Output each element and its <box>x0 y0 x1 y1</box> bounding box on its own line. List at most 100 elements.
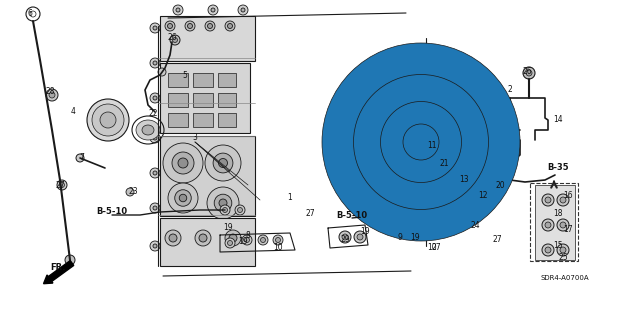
Ellipse shape <box>275 238 280 242</box>
Ellipse shape <box>100 112 116 128</box>
Ellipse shape <box>211 8 215 12</box>
Bar <box>160 16 255 61</box>
Ellipse shape <box>150 58 160 68</box>
Ellipse shape <box>205 145 241 181</box>
Ellipse shape <box>435 153 445 163</box>
Ellipse shape <box>178 158 188 168</box>
Ellipse shape <box>168 24 173 28</box>
Ellipse shape <box>142 125 154 135</box>
Ellipse shape <box>351 68 491 216</box>
Ellipse shape <box>557 219 569 231</box>
Ellipse shape <box>92 104 124 136</box>
Text: FR.: FR. <box>51 263 66 272</box>
Ellipse shape <box>158 68 166 76</box>
Ellipse shape <box>354 231 366 243</box>
Ellipse shape <box>542 194 554 206</box>
Ellipse shape <box>173 38 177 42</box>
Text: 25: 25 <box>558 254 568 263</box>
Text: 23: 23 <box>128 188 138 197</box>
Bar <box>168 113 188 127</box>
Text: 11: 11 <box>428 140 436 150</box>
Ellipse shape <box>258 235 268 245</box>
Ellipse shape <box>560 197 566 203</box>
Ellipse shape <box>185 21 195 31</box>
Ellipse shape <box>410 212 420 222</box>
Ellipse shape <box>225 21 235 31</box>
Ellipse shape <box>523 67 535 79</box>
Bar <box>160 218 255 266</box>
Text: 17: 17 <box>563 226 573 234</box>
Ellipse shape <box>219 199 227 207</box>
Bar <box>160 63 250 133</box>
Ellipse shape <box>153 244 157 248</box>
Text: B-5-10: B-5-10 <box>97 207 127 217</box>
Ellipse shape <box>153 96 157 100</box>
Ellipse shape <box>225 238 235 248</box>
Ellipse shape <box>220 205 230 215</box>
Ellipse shape <box>545 222 551 228</box>
Text: 27: 27 <box>55 181 65 189</box>
Bar <box>193 113 213 127</box>
Ellipse shape <box>207 24 212 28</box>
Ellipse shape <box>176 8 180 12</box>
Text: 16: 16 <box>563 190 573 199</box>
Ellipse shape <box>450 170 460 180</box>
Ellipse shape <box>150 93 160 103</box>
Text: 13: 13 <box>459 174 469 183</box>
Ellipse shape <box>545 197 551 203</box>
Bar <box>160 136 255 216</box>
Bar <box>535 185 575 260</box>
Bar <box>193 73 213 87</box>
Ellipse shape <box>381 101 461 182</box>
Bar <box>218 113 236 127</box>
Ellipse shape <box>172 152 194 174</box>
Ellipse shape <box>238 5 248 15</box>
Ellipse shape <box>260 238 266 242</box>
Ellipse shape <box>557 194 569 206</box>
Ellipse shape <box>173 5 183 15</box>
Text: 5: 5 <box>182 70 188 79</box>
Text: 26: 26 <box>522 68 532 77</box>
Text: B-5-10: B-5-10 <box>337 211 367 219</box>
Ellipse shape <box>435 195 445 205</box>
Ellipse shape <box>452 192 458 197</box>
Ellipse shape <box>218 159 227 167</box>
Ellipse shape <box>126 188 134 196</box>
Ellipse shape <box>438 155 442 160</box>
Text: 22: 22 <box>148 108 157 117</box>
Ellipse shape <box>150 23 160 33</box>
Ellipse shape <box>223 207 227 212</box>
Ellipse shape <box>467 197 472 203</box>
Text: 21: 21 <box>439 159 449 167</box>
Text: 19: 19 <box>238 238 248 247</box>
Text: SDR4-A0700A: SDR4-A0700A <box>541 275 589 281</box>
Text: 7: 7 <box>79 153 84 162</box>
Ellipse shape <box>465 153 475 163</box>
Ellipse shape <box>46 89 58 101</box>
Ellipse shape <box>208 5 218 15</box>
Ellipse shape <box>542 219 554 231</box>
Ellipse shape <box>339 231 351 243</box>
Ellipse shape <box>560 247 566 253</box>
Ellipse shape <box>214 194 232 212</box>
Ellipse shape <box>57 180 67 190</box>
Ellipse shape <box>153 61 157 65</box>
Text: 19: 19 <box>360 227 370 236</box>
Ellipse shape <box>273 235 283 245</box>
Ellipse shape <box>465 195 475 205</box>
Ellipse shape <box>165 21 175 31</box>
Ellipse shape <box>165 230 181 246</box>
Ellipse shape <box>205 21 215 31</box>
Text: 24: 24 <box>470 221 480 231</box>
Text: 8: 8 <box>246 232 250 241</box>
Text: 2: 2 <box>508 85 513 93</box>
Ellipse shape <box>227 241 232 246</box>
Text: 12: 12 <box>478 190 488 199</box>
Ellipse shape <box>188 24 193 28</box>
Text: 6: 6 <box>28 10 33 19</box>
Text: 3: 3 <box>193 133 197 143</box>
Ellipse shape <box>199 234 207 242</box>
Ellipse shape <box>360 212 370 222</box>
Ellipse shape <box>175 190 191 206</box>
Ellipse shape <box>26 7 40 21</box>
